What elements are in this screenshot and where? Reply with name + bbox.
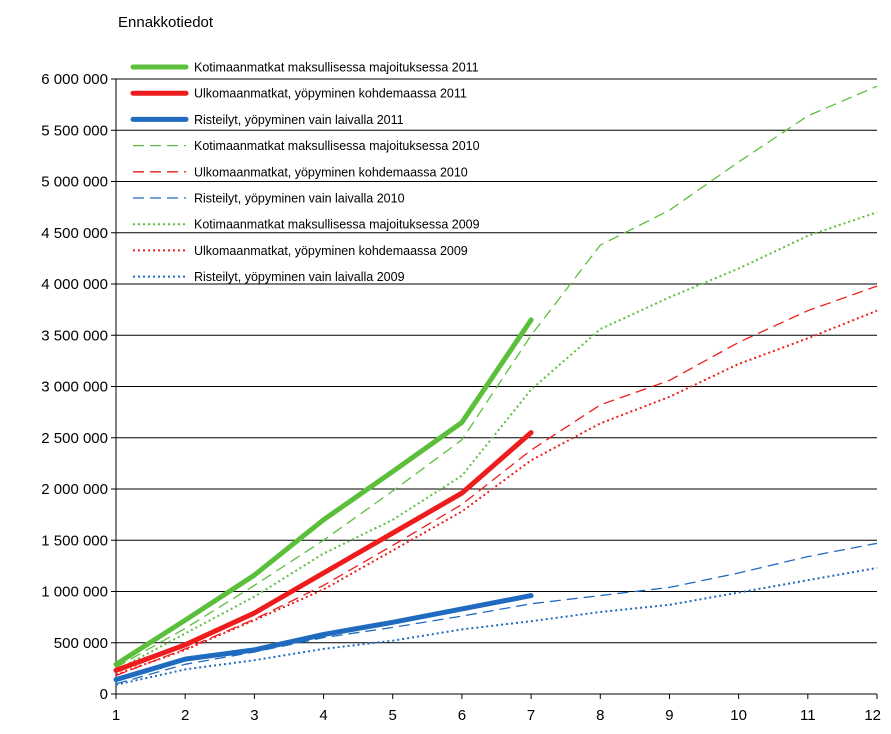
x-tick-label: 7 (527, 707, 535, 724)
legend-label: Kotimaanmatkat maksullisessa majoitukses… (194, 139, 480, 153)
series-line (113, 430, 534, 673)
legend-label: Risteilyt, yöpyminen vain laivalla 2009 (194, 270, 405, 284)
series-line (113, 317, 534, 667)
x-tick-label: 11 (800, 707, 816, 724)
x-tick-label: 4 (319, 707, 327, 724)
y-tick-label: 5 000 000 (41, 174, 108, 191)
series-lines (113, 85, 878, 686)
y-tick-label: 1 500 000 (41, 532, 108, 549)
y-tick-label: 500 000 (54, 635, 108, 652)
x-tick-label: 6 (458, 707, 466, 724)
y-tick-label: 4 000 000 (41, 276, 108, 293)
legend-label: Ulkomaanmatkat, yöpyminen kohdemaassa 20… (194, 87, 467, 101)
legend-label: Ulkomaanmatkat, yöpyminen kohdemaassa 20… (194, 165, 468, 179)
axes (111, 78, 878, 699)
y-tick-label: 3 500 000 (41, 327, 108, 344)
y-tick-label: 4 500 000 (41, 225, 108, 242)
series-line (113, 593, 534, 683)
x-tick-labels: 1 2 3 4 5 6 7 8 9 10 11 12 (112, 707, 881, 724)
chart-title: Ennakkotiedot (118, 14, 214, 31)
y-tick-labels: 0 500 000 1 000 000 1 500 000 2 000 000 2 500… (41, 71, 108, 703)
y-tick-label: 5 500 000 (41, 122, 108, 139)
y-tick-label: 6 000 000 (41, 71, 108, 88)
x-tick-label: 5 (389, 707, 397, 724)
series-line (115, 285, 878, 677)
x-tick-label: 10 (730, 707, 747, 724)
x-tick-label: 8 (596, 707, 604, 724)
x-tick-label: 2 (181, 707, 189, 724)
series-line (115, 85, 878, 668)
y-tick-label: 2 000 000 (41, 481, 108, 498)
gridlines (116, 78, 877, 644)
x-tick-label: 1 (112, 707, 120, 724)
legend-label: Risteilyt, yöpyminen vain laivalla 2011 (194, 113, 404, 127)
x-tick-label: 9 (665, 707, 673, 724)
series-line (115, 566, 878, 686)
legend-label: Risteilyt, yöpyminen vain laivalla 2010 (194, 192, 405, 206)
y-tick-label: 2 500 000 (41, 430, 108, 447)
series-line (115, 309, 878, 676)
legend-label: Ulkomaanmatkat, yöpyminen kohdemaassa 20… (194, 244, 468, 258)
legend: Kotimaanmatkat maksullisessa majoitukses… (130, 61, 480, 284)
y-tick-label: 0 (100, 686, 108, 703)
y-tick-label: 1 000 000 (41, 584, 108, 601)
legend-label: Kotimaanmatkat maksullisessa majoitukses… (194, 61, 479, 75)
y-tick-label: 3 000 000 (41, 379, 108, 396)
x-tick-label: 12 (864, 707, 881, 724)
x-tick-label: 3 (250, 707, 258, 724)
legend-label: Kotimaanmatkat maksullisessa majoitukses… (194, 218, 480, 232)
